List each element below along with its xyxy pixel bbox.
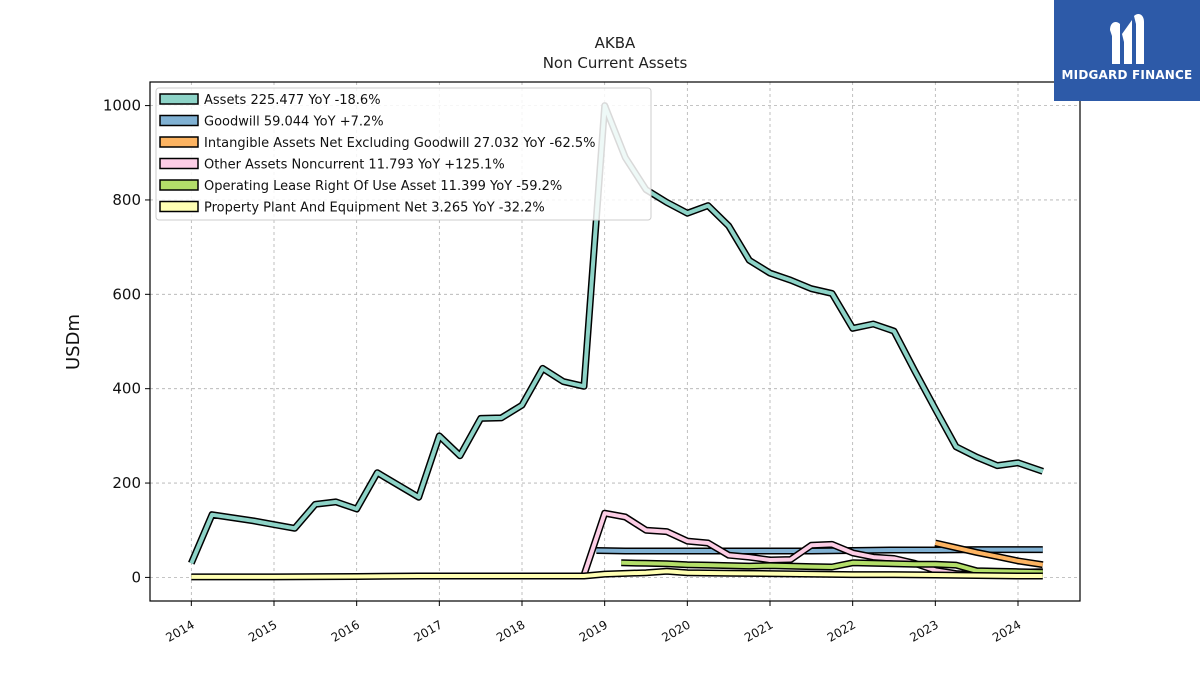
legend-swatch-0: [159, 93, 199, 105]
legend-label-1: Goodwill 59.044 YoY +7.2%: [204, 115, 384, 130]
y-tick-label: 0: [131, 568, 141, 586]
x-tick-label: 2015: [246, 617, 279, 644]
x-tick-label: 2021: [742, 617, 775, 644]
x-tick-label: 2016: [329, 617, 362, 644]
y-tick-label: 200: [112, 474, 141, 492]
x-tick-label: 2014: [163, 617, 196, 644]
legend-swatch-1: [159, 114, 199, 127]
legend-label-0: Assets 225.477 YoY -18.6%: [204, 93, 381, 108]
logo-text: MIDGARD FINANCE: [1061, 68, 1193, 82]
midgard-finance-logo: MIDGARD FINANCE: [1054, 0, 1200, 101]
series-line-4: [621, 560, 1043, 575]
plot-frame: [149, 81, 1081, 602]
chart-subtitle: Non Current Assets: [543, 54, 688, 72]
legend-label-3: Other Assets Noncurrent 11.793 YoY +125.…: [204, 158, 505, 173]
x-tick-label: 2020: [659, 617, 692, 644]
legend-swatch-3: [159, 157, 199, 170]
logo-mark-icon: [1110, 14, 1144, 64]
chart-title: AKBA: [595, 34, 636, 52]
y-tick-label: 1000: [103, 97, 141, 115]
x-tick-label: 2022: [825, 617, 858, 644]
x-tick-label: 2018: [494, 617, 527, 644]
series-line-2: [934, 541, 1044, 567]
legend-swatch-4: [159, 179, 199, 191]
x-tick-label: 2023: [907, 617, 940, 644]
legend-label-4: Operating Lease Right Of Use Asset 11.39…: [204, 179, 562, 194]
y-tick-label: 400: [112, 380, 141, 398]
y-tick-label: 600: [112, 285, 141, 303]
legend-label-2: Intangible Assets Net Excluding Goodwill…: [204, 136, 595, 151]
x-tick-label: 2019: [577, 617, 610, 644]
legend-swatch-2: [159, 136, 199, 148]
y-tick-label: 800: [112, 191, 141, 209]
legend: Assets 225.477 YoY -18.6% Goodwill 59.044…: [155, 87, 652, 221]
y-axis-label: USDm: [63, 314, 84, 370]
series-line-5: [191, 569, 1043, 579]
legend-label-5: Property Plant And Equipment Net 3.265 Y…: [204, 201, 545, 216]
x-tick-label: 2024: [990, 617, 1023, 644]
x-tick-label: 2017: [411, 617, 444, 644]
legend-swatch-5: [159, 200, 199, 213]
legend-box: [155, 87, 652, 221]
